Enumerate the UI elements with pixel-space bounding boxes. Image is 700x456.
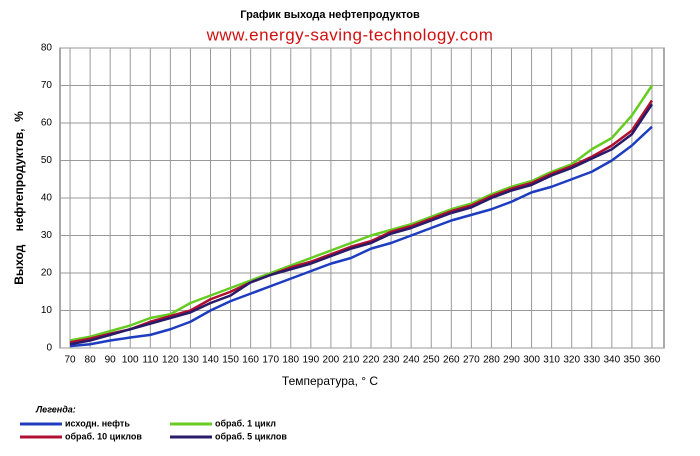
chart-subtitle: www.energy-saving-technology.com: [206, 25, 494, 44]
x-tick-label: 120: [162, 355, 179, 366]
y-tick-label: 60: [41, 118, 53, 129]
y-tick-label: 70: [41, 80, 53, 91]
x-tick-label: 340: [603, 355, 620, 366]
x-tick-label: 200: [323, 355, 340, 366]
y-tick-label: 30: [41, 230, 53, 241]
legend-label: обраб. 1 цикл: [215, 418, 276, 428]
x-tick-label: 150: [222, 355, 239, 366]
x-tick-label: 260: [443, 355, 460, 366]
legend-label: обраб. 10 циклов: [65, 431, 142, 441]
x-tick-label: 230: [383, 355, 400, 366]
x-axis-label: Температура, ° С: [282, 374, 378, 388]
series-line: [69, 99, 653, 344]
y-tick-label: 50: [41, 155, 53, 166]
x-tick-label: 240: [403, 355, 420, 366]
x-tick-label: 350: [624, 355, 641, 366]
series-line: [69, 84, 653, 342]
x-tick-label: 110: [142, 355, 158, 366]
x-tick-label: 220: [363, 355, 380, 366]
x-tick-label: 320: [563, 355, 580, 366]
x-tick-label: 250: [423, 355, 440, 366]
legend-label: исходн. нефть: [65, 418, 130, 428]
x-tick-label: 300: [523, 355, 540, 366]
x-tick-label: 330: [583, 355, 600, 366]
chart-title: График выхода нефтепродуктов: [240, 9, 420, 21]
y-tick-label: 80: [41, 43, 53, 54]
x-tick-label: 130: [182, 355, 199, 366]
y-tick-label: 20: [41, 268, 53, 279]
y-tick-label: 0: [46, 343, 52, 354]
x-tick-label: 90: [105, 355, 117, 366]
x-tick-label: 190: [302, 355, 319, 366]
y-axis-label: Выход нефтепродуктов, %: [12, 111, 26, 285]
x-tick-label: 80: [85, 355, 97, 366]
x-tick-label: 310: [543, 355, 560, 366]
series-line: [69, 125, 653, 348]
x-tick-label: 100: [122, 355, 139, 366]
x-tick-label: 160: [242, 355, 259, 366]
x-tick-label: 170: [262, 355, 279, 366]
x-tick-label: 180: [282, 355, 299, 366]
x-tick-label: 360: [644, 355, 661, 366]
y-tick-label: 10: [41, 305, 53, 316]
x-tick-label: 280: [483, 355, 500, 366]
legend-label: обраб. 5 циклов: [215, 431, 287, 441]
x-tick-label: 140: [202, 355, 219, 366]
x-tick-label: 210: [343, 355, 360, 366]
x-tick-label: 70: [64, 355, 76, 366]
x-tick-label: 290: [503, 355, 520, 366]
legend-title: Легенда:: [35, 404, 76, 414]
series-line: [69, 103, 653, 346]
y-tick-label: 40: [41, 193, 53, 204]
x-tick-label: 270: [463, 355, 480, 366]
